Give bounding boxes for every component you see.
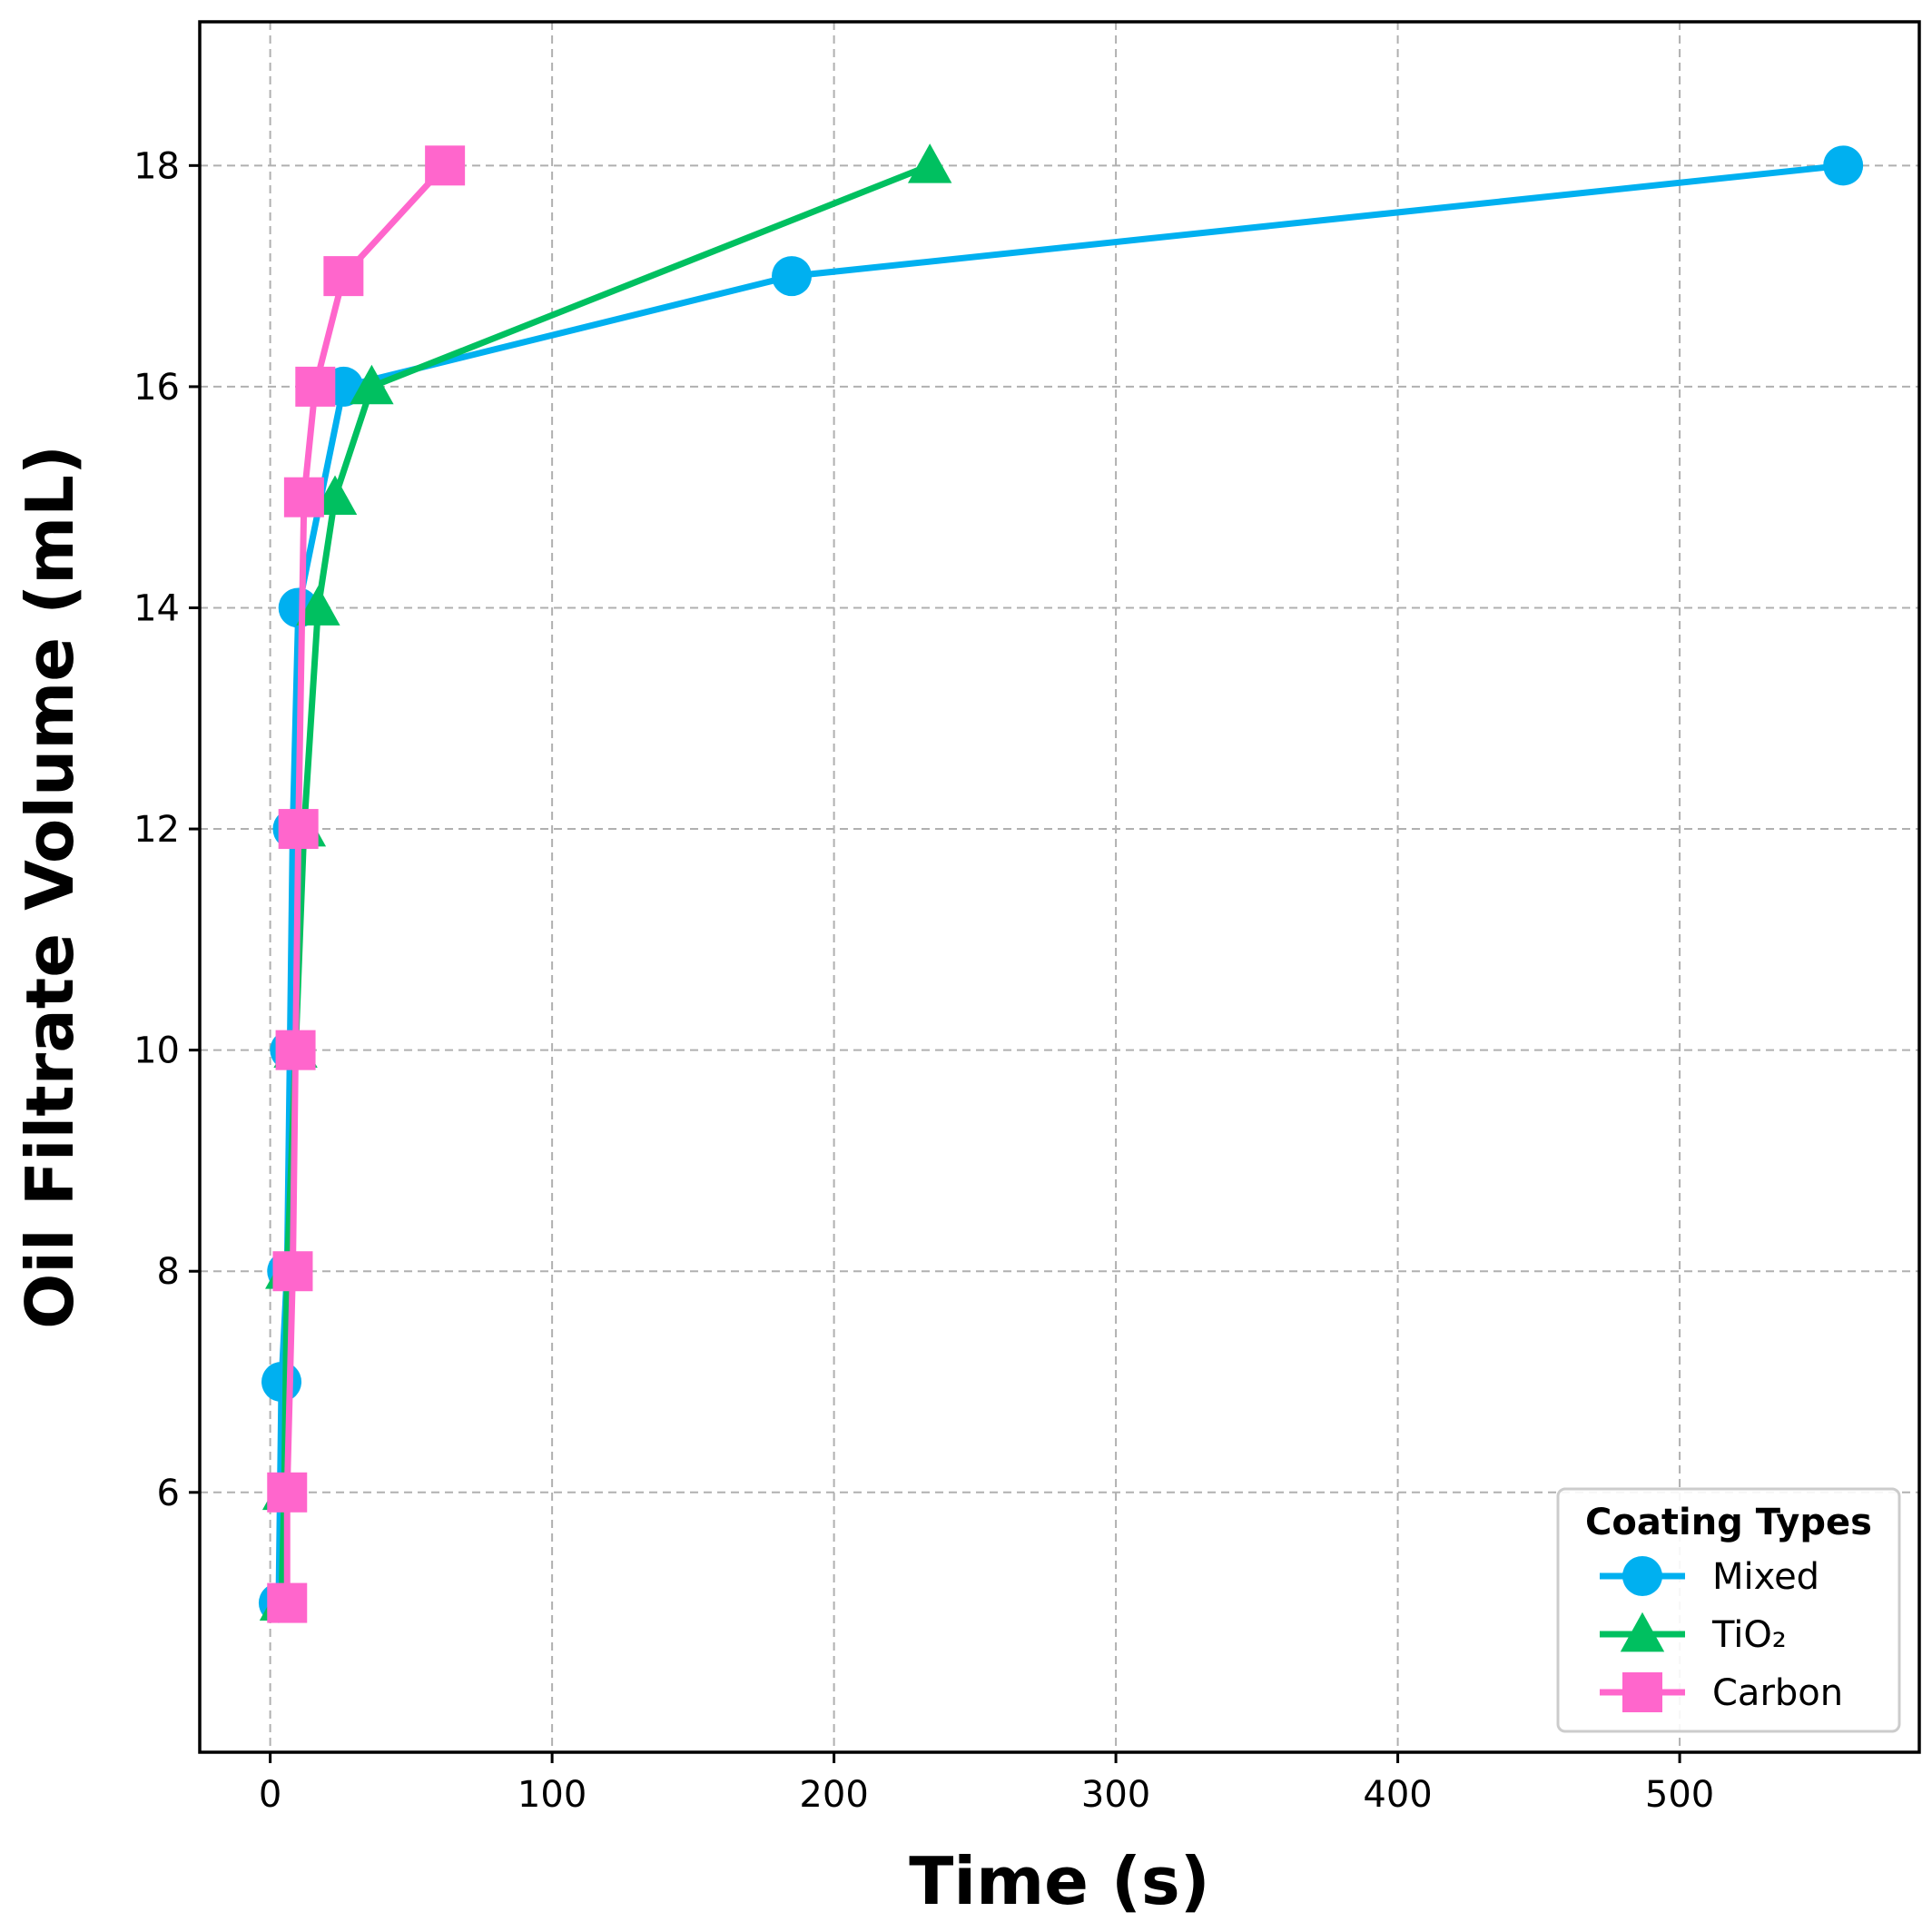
y-tick-label: 18 xyxy=(133,145,180,187)
data-point xyxy=(312,475,358,516)
plot-frame xyxy=(198,20,1921,1754)
data-point xyxy=(267,1472,308,1513)
data-point xyxy=(267,1582,308,1623)
data-point xyxy=(275,1030,316,1070)
data-point xyxy=(283,477,324,517)
data-point xyxy=(296,586,340,626)
y-tick-label: 8 xyxy=(157,1251,180,1293)
legend-marker xyxy=(1622,1556,1662,1596)
data-point xyxy=(272,1251,313,1292)
grid xyxy=(200,22,1919,1752)
y-tick-label: 12 xyxy=(133,809,180,851)
data-point xyxy=(772,256,813,297)
x-tick-label: 500 xyxy=(1645,1774,1714,1816)
y-tick-label: 14 xyxy=(133,587,180,629)
legend-entry: Carbon xyxy=(1600,1672,1843,1714)
data-point xyxy=(295,366,336,407)
legend-label: Mixed xyxy=(1712,1556,1819,1598)
legend-label: TiO₂ xyxy=(1711,1614,1787,1656)
data-point xyxy=(323,256,364,297)
legend-label: Carbon xyxy=(1712,1672,1843,1714)
data-point xyxy=(350,364,394,405)
y-axis-title: Oil Filtrate Volume (mL) xyxy=(12,445,88,1329)
legend-box xyxy=(1556,1487,1901,1733)
data-point xyxy=(261,1362,302,1403)
x-tick-label: 100 xyxy=(518,1774,586,1816)
x-tick-label: 300 xyxy=(1081,1774,1150,1816)
legend-marker xyxy=(1622,1672,1662,1712)
legend-entry: Mixed xyxy=(1600,1556,1819,1598)
legend-entry: TiO₂ xyxy=(1600,1612,1787,1656)
data-point xyxy=(1823,145,1864,186)
series-3 xyxy=(267,145,466,1623)
x-tick-label: 400 xyxy=(1363,1774,1432,1816)
y-tick-label: 6 xyxy=(157,1473,180,1514)
series-layer xyxy=(258,143,1864,1623)
y-tick-label: 10 xyxy=(133,1030,180,1072)
legend-title: Coating Types xyxy=(1585,1502,1872,1543)
legend-marker xyxy=(1620,1612,1665,1652)
x-tick-label: 0 xyxy=(259,1774,281,1816)
legend: Coating Types Mixed TiO₂ Carbon xyxy=(1556,1487,1901,1733)
y-tick-label: 16 xyxy=(133,367,180,409)
data-point xyxy=(907,143,952,183)
data-point xyxy=(278,809,319,850)
x-axis-title: Time (s) xyxy=(909,1843,1209,1919)
data-point xyxy=(425,145,466,186)
x-tick-label: 200 xyxy=(799,1774,868,1816)
axis-ticks: 0 100 200 300 400 500 6 8 10 12 14 16 18 xyxy=(133,145,1714,1816)
